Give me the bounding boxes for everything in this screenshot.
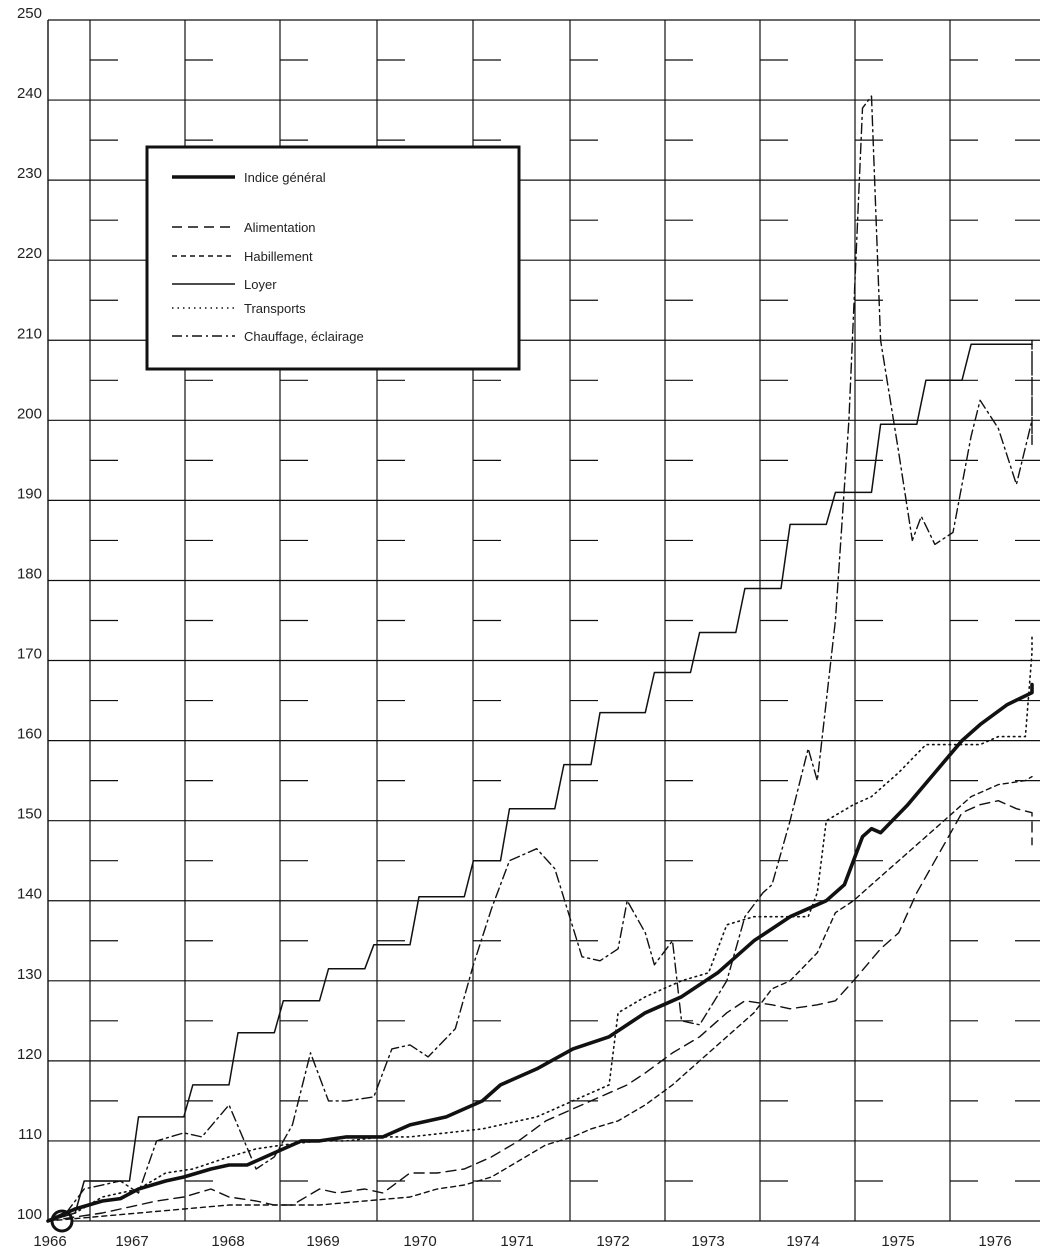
legend-box	[145, 145, 521, 371]
x-tick-label: 1967	[115, 1233, 148, 1250]
y-tick-label: 220	[17, 245, 42, 262]
legend-label: Alimentation	[244, 220, 316, 235]
x-tick-label: 1969	[306, 1233, 339, 1250]
series-line-3	[47, 775, 1033, 1222]
y-tick-label: 240	[17, 85, 42, 102]
x-tick-label: 1972	[596, 1233, 629, 1250]
x-tick-label: 1974	[786, 1233, 819, 1250]
x-tick-label: 1966	[33, 1233, 66, 1250]
y-tick-label: 180	[17, 565, 42, 582]
y-tick-label: 200	[17, 405, 42, 422]
series-layer	[46, 95, 1034, 1223]
series-line-6	[47, 95, 1033, 1222]
x-axis: 1966 1967 1968 1969 1970 1971 1972 1973 1974 1975…	[33, 1209, 1012, 1250]
legend-label: Indice général	[244, 170, 326, 185]
y-axis: 100 110 120 130 140 150 160 170 180 190 200 210 220 2…	[17, 5, 49, 1223]
y-tick-label: 100	[17, 1206, 42, 1223]
series-line-2	[47, 800, 1033, 1222]
x-tick-label: 1970	[403, 1233, 436, 1250]
series-line-4	[47, 343, 1033, 1222]
legend-label: Transports	[244, 301, 306, 316]
series-line-5	[47, 635, 1033, 1222]
legend: Indice général Alimentation Habillement Loy…	[145, 145, 521, 371]
series-line-1	[46, 682, 1034, 1223]
x-tick-label: 1973	[691, 1233, 724, 1250]
y-tick-label: 120	[17, 1046, 42, 1063]
x-tick-label: 1975	[881, 1233, 914, 1250]
x-tick-label: 1968	[211, 1233, 244, 1250]
x-tick-label: 1976	[978, 1233, 1011, 1250]
y-tick-label: 160	[17, 726, 42, 743]
legend-label: Chauffage, éclairage	[244, 329, 364, 344]
legend-label: Habillement	[244, 249, 313, 264]
y-tick-label: 170	[17, 646, 42, 663]
grid	[48, 19, 1040, 1222]
y-tick-label: 210	[17, 325, 42, 342]
y-tick-label: 250	[17, 5, 42, 22]
y-tick-label: 140	[17, 886, 42, 903]
y-tick-label: 150	[17, 806, 42, 823]
legend-label: Loyer	[244, 277, 277, 292]
y-tick-label: 190	[17, 485, 42, 502]
y-tick-label: 130	[17, 966, 42, 983]
x-tick-label: 1971	[500, 1233, 533, 1250]
y-tick-label: 110	[18, 1126, 42, 1143]
y-tick-label: 230	[17, 165, 42, 182]
